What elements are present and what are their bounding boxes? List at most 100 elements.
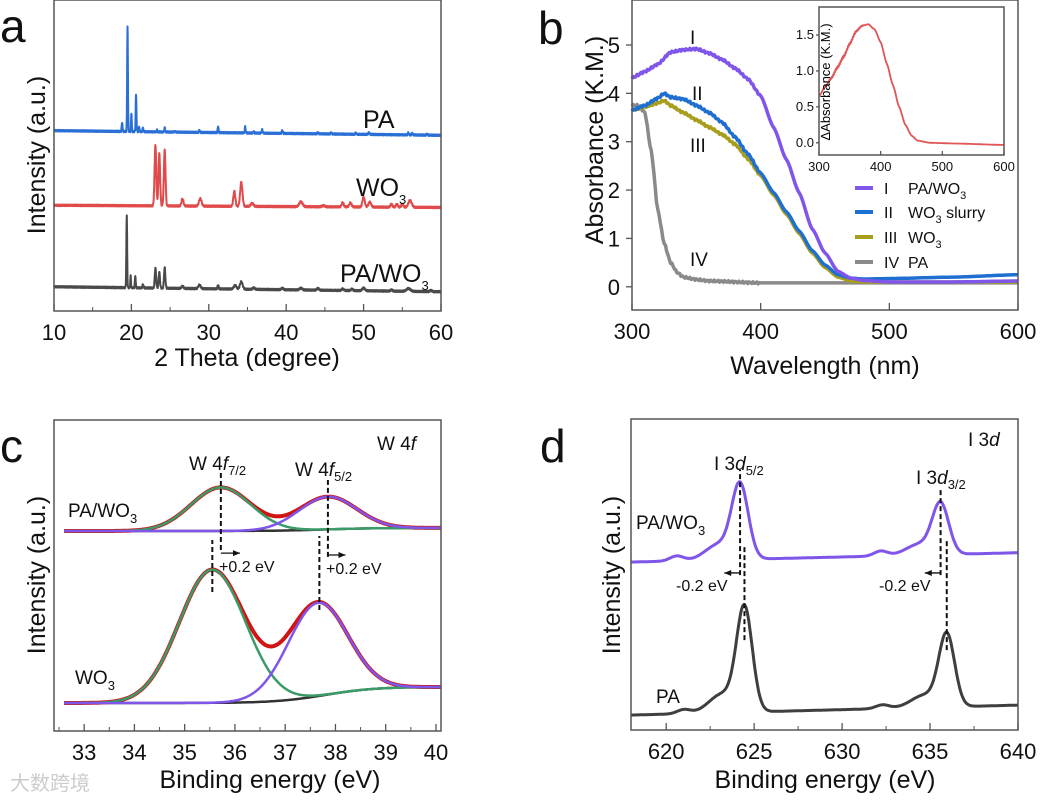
x-tick-label: 635 bbox=[912, 739, 949, 764]
x-tick-label: 20 bbox=[119, 320, 143, 345]
panel-b-plot: 300 400 500 600 0 1 2 3 4 5 bbox=[608, 0, 1037, 344]
xps-spectrum-line bbox=[630, 603, 1019, 717]
curve-label-iii: III bbox=[690, 136, 706, 157]
label-pa-wo3: PA/WO3 bbox=[68, 501, 137, 526]
x-tick-label: 500 bbox=[931, 159, 953, 174]
peak-label-i3d52: I 3d5/2 bbox=[714, 454, 764, 478]
curve-label-ii: II bbox=[692, 84, 703, 105]
x-tick-label: 33 bbox=[72, 740, 96, 765]
xps-component-line bbox=[63, 495, 442, 533]
y-tick-label: 4 bbox=[608, 81, 620, 106]
legend-label: PA bbox=[908, 255, 928, 272]
panel-letter-c: c bbox=[0, 420, 23, 472]
shift-arrow-head bbox=[338, 551, 346, 558]
inset-ylabel: ΔAbsorbance (K.M.) bbox=[818, 23, 833, 140]
panel-c-ylabel: Intensity (a.u.) bbox=[23, 496, 51, 654]
x-tick-label: 300 bbox=[614, 319, 651, 344]
y-tick-label: 5 bbox=[608, 33, 620, 58]
x-tick-label: 37 bbox=[273, 740, 297, 765]
panel-a-ylabel: Intensity (a.u.) bbox=[23, 76, 51, 234]
x-tick-label: 400 bbox=[870, 159, 892, 174]
legend-entry: III WO3 bbox=[855, 230, 942, 251]
legend-numeral: III bbox=[884, 230, 897, 247]
y-tick-label: 2 bbox=[608, 178, 620, 203]
y-tick-label: 0.0 bbox=[796, 135, 814, 150]
xps-spectrum-line bbox=[630, 480, 1019, 564]
xps-component-line bbox=[63, 568, 442, 705]
peak-label-w4f52: W 4f5/2 bbox=[295, 460, 352, 484]
legend-entry: IV PA bbox=[855, 255, 928, 272]
legend-label: WO3 bbox=[908, 230, 942, 251]
panel-d-plot: 620 625 630 635 640 bbox=[630, 418, 1037, 764]
panel-d-ylabel: Intensity (a.u.) bbox=[598, 496, 626, 654]
x-tick-label: 50 bbox=[351, 320, 375, 345]
x-tick-label: 40 bbox=[274, 320, 298, 345]
x-tick-label: 620 bbox=[648, 739, 685, 764]
panel-a-plot: 10 20 30 40 50 60 bbox=[42, 0, 453, 345]
y-tick-label: 3 bbox=[608, 130, 620, 155]
panel-d-xlabel: Binding energy (eV) bbox=[715, 766, 936, 794]
label-pa: PA bbox=[363, 106, 395, 134]
xps-component-line bbox=[63, 601, 442, 705]
x-tick-label: 35 bbox=[172, 740, 196, 765]
panel-c-xlabel: Binding energy (eV) bbox=[160, 766, 381, 794]
shift-label: -0.2 eV bbox=[676, 578, 728, 595]
curve-label-iv: IV bbox=[690, 250, 708, 271]
absorbance-series-I bbox=[630, 46, 1019, 284]
x-tick-label: 640 bbox=[1000, 739, 1037, 764]
x-tick-label: 500 bbox=[871, 319, 908, 344]
x-tick-label: 300 bbox=[808, 159, 830, 174]
x-tick-label: 600 bbox=[993, 159, 1015, 174]
x-tick-label: 10 bbox=[42, 320, 66, 345]
legend-numeral: I bbox=[884, 181, 888, 198]
shift-label: -0.2 eV bbox=[879, 578, 931, 595]
plot-frame bbox=[53, 419, 442, 732]
label-pa: PA bbox=[656, 687, 680, 708]
legend-label: PA/WO3 bbox=[908, 181, 966, 202]
inset-difference-line bbox=[818, 23, 1005, 146]
xrd-series-line bbox=[53, 214, 442, 294]
x-tick-label: 625 bbox=[736, 739, 773, 764]
x-tick-label: 60 bbox=[429, 320, 453, 345]
x-tick-label: 34 bbox=[122, 740, 146, 765]
panel-letter-b: b bbox=[538, 2, 564, 54]
shift-label: +0.2 eV bbox=[219, 559, 275, 576]
plot-frame bbox=[818, 6, 1005, 156]
y-tick-label: 0.5 bbox=[796, 99, 814, 114]
peak-label-w4f72: W 4f7/2 bbox=[189, 454, 246, 478]
legend-entry: II WO3 slurry bbox=[855, 205, 985, 226]
shift-arrow-head bbox=[924, 569, 932, 576]
y-tick-label: 1.0 bbox=[796, 63, 814, 78]
x-tick-label: 600 bbox=[1000, 319, 1037, 344]
y-tick-label: 1.5 bbox=[796, 27, 814, 42]
xrd-series-line bbox=[53, 25, 442, 137]
legend-numeral: II bbox=[884, 205, 893, 222]
xrd-series-line bbox=[53, 144, 442, 210]
shift-arrow-head bbox=[724, 569, 732, 576]
label-pa-wo3: PA/WO3 bbox=[636, 513, 705, 538]
plot-frame bbox=[631, 0, 1019, 311]
absorbance-series-II bbox=[630, 91, 1019, 281]
legend: I PA/WO3 II WO3 slurry III WO3 IV PA bbox=[855, 181, 985, 272]
watermark: 大数跨境 bbox=[10, 772, 90, 795]
label-pa-wo3: PA/WO3 bbox=[340, 260, 429, 293]
panel-letter-d: d bbox=[540, 420, 566, 472]
legend-entry: I PA/WO3 bbox=[855, 181, 966, 202]
x-tick-label: 38 bbox=[323, 740, 347, 765]
x-tick-label: 400 bbox=[742, 319, 779, 344]
x-tick-label: 30 bbox=[197, 320, 221, 345]
legend-label: WO3 slurry bbox=[908, 205, 985, 226]
legend-numeral: IV bbox=[884, 255, 899, 272]
panel-b-ylabel: Absorbance (K.M.) bbox=[581, 36, 609, 244]
curve-label-i: I bbox=[690, 28, 695, 49]
panel-b-inset: 300 400 500 600 0.0 0.5 1.0 1.5 bbox=[796, 6, 1015, 174]
panel-a-xlabel: 2 Theta (degree) bbox=[154, 344, 340, 372]
panel-c-title: W 4f bbox=[377, 434, 418, 455]
panel-b-xlabel: Wavelength (nm) bbox=[730, 352, 919, 380]
label-wo3: WO3 bbox=[356, 174, 406, 207]
y-tick-label: 0 bbox=[608, 275, 620, 300]
shift-label: +0.2 eV bbox=[326, 561, 382, 578]
peak-label-i3d32: I 3d3/2 bbox=[916, 468, 966, 492]
x-tick-label: 39 bbox=[373, 740, 397, 765]
